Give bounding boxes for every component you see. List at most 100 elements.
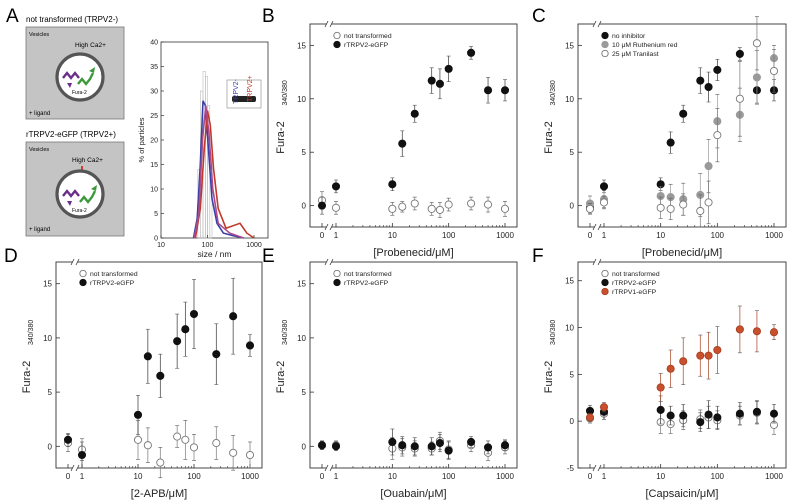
fura-2-molecule-top bbox=[62, 71, 80, 80]
x-tick-label: 10 bbox=[388, 472, 397, 481]
x-tick-label: 0 bbox=[588, 231, 593, 240]
x-tick-label: 1 bbox=[334, 231, 339, 240]
legend-marker bbox=[601, 287, 609, 296]
axis-break-mark bbox=[592, 223, 597, 231]
histogram-bar bbox=[205, 76, 208, 239]
data-point bbox=[679, 109, 688, 118]
vesicles-label-top: Vesicles bbox=[29, 32, 49, 38]
y-axis-title: % of particles bbox=[137, 117, 146, 162]
data-point bbox=[143, 352, 152, 361]
axis-break-gap bbox=[326, 20, 332, 28]
legend: not transformed rTRPV2-eGFP bbox=[333, 269, 392, 287]
axis-break-gap bbox=[594, 464, 600, 472]
x-tick-label: 10 bbox=[656, 472, 665, 481]
data-point bbox=[467, 437, 476, 447]
data-point bbox=[696, 418, 705, 427]
axis-break-gap bbox=[594, 20, 600, 28]
y-axis-subscript: 340/380 bbox=[282, 320, 289, 345]
axis-break-mark bbox=[70, 464, 75, 472]
y-tick-label: 0 bbox=[48, 442, 53, 451]
schematic-bottom-heading: rTRPV2-eGFP (TRPV2+) bbox=[26, 130, 116, 139]
y-tick-label: 25 bbox=[150, 113, 158, 120]
data-point bbox=[317, 201, 327, 210]
dye-label-top: Fura-2 bbox=[72, 90, 87, 96]
data-point bbox=[435, 439, 444, 448]
data-point bbox=[331, 182, 341, 191]
vesicles-label-bottom: Vesicles bbox=[29, 147, 49, 153]
legend-entry: not transformed bbox=[612, 271, 660, 278]
y-tick-label: 10 bbox=[565, 95, 574, 104]
data-point bbox=[63, 435, 73, 444]
green-arrow-icon-top bbox=[89, 67, 95, 73]
y-tick-label: 10 bbox=[43, 334, 52, 343]
y-tick-label: 0 bbox=[570, 417, 575, 426]
vesicle-bottom bbox=[55, 169, 105, 219]
gel-inset-box bbox=[226, 79, 262, 109]
y-axis-title: Fura-2 bbox=[275, 361, 287, 393]
x-tick-label: 1000 bbox=[496, 231, 514, 240]
x-tick-label: 100 bbox=[711, 231, 725, 240]
data-point bbox=[666, 411, 675, 420]
data-point bbox=[156, 371, 165, 380]
axis-break-mark bbox=[329, 223, 334, 231]
data-point bbox=[133, 435, 143, 444]
panel-label-f: F bbox=[532, 246, 544, 267]
x-axis-title: size / nm bbox=[197, 249, 231, 259]
y-tick-label: 20 bbox=[150, 138, 158, 145]
data-point bbox=[189, 443, 199, 452]
y-tick-label: 5 bbox=[48, 388, 53, 397]
axis-break-gap bbox=[594, 258, 600, 266]
data-point bbox=[599, 198, 609, 207]
y-tick-label: 0 bbox=[302, 202, 307, 211]
legend-marker bbox=[601, 49, 609, 58]
data-point bbox=[398, 202, 407, 211]
plot-frame bbox=[309, 23, 518, 228]
data-point bbox=[704, 351, 713, 360]
y-tick-label: 15 bbox=[565, 41, 574, 50]
y-axis-title: Fura-2 bbox=[543, 361, 555, 393]
legend-entry: rTRPV2-eGFP bbox=[344, 42, 389, 49]
y-axis-subscript: 340/380 bbox=[550, 80, 557, 105]
legend-entry: not transformed bbox=[90, 271, 138, 278]
data-point bbox=[427, 76, 436, 85]
data-point bbox=[143, 441, 152, 450]
ligand-label-top: + ligand bbox=[29, 111, 50, 117]
plot-frame bbox=[309, 261, 518, 469]
gel-band bbox=[232, 96, 256, 102]
data-point bbox=[679, 357, 688, 366]
data-point bbox=[752, 327, 761, 336]
axis-break-mark bbox=[324, 223, 329, 231]
y-tick-label: 5 bbox=[570, 148, 575, 157]
y-tick-label: 15 bbox=[565, 277, 574, 286]
data-point bbox=[696, 351, 705, 360]
axis-break-mark bbox=[329, 20, 334, 28]
data-point bbox=[483, 200, 493, 209]
ion-label-bottom: High Ca2+ bbox=[72, 157, 103, 164]
size-series-line-2 bbox=[193, 105, 244, 239]
size-distribution-chart: 0 5 10 15 20 25 30 35 40 10 100 1000 size / nm % of p… bbox=[137, 40, 269, 259]
data-point bbox=[679, 200, 688, 209]
panel-label-c: C bbox=[532, 6, 546, 27]
series-2 bbox=[585, 305, 779, 422]
panel-label-e: E bbox=[262, 246, 275, 267]
axis-break-mark bbox=[329, 464, 334, 472]
y-tick-label: 30 bbox=[150, 89, 158, 96]
axis-break-gap bbox=[326, 223, 332, 231]
data-point bbox=[388, 180, 397, 189]
data-point bbox=[398, 139, 407, 148]
axis-break-mark bbox=[592, 20, 597, 28]
legend-trpv2-plus: TRPV2+ bbox=[247, 75, 254, 102]
x-tick-label: 0 bbox=[66, 472, 71, 481]
x-tick-label: 100 bbox=[442, 472, 456, 481]
series-1 bbox=[585, 45, 779, 217]
series-1 bbox=[317, 428, 510, 460]
data-point bbox=[444, 200, 453, 209]
y-tick-label: 40 bbox=[150, 40, 158, 47]
data-point bbox=[656, 203, 665, 212]
data-point bbox=[483, 86, 493, 95]
y-tick-label: 10 bbox=[297, 334, 306, 343]
legend: not transformed rTRPV2-eGFP rTRPV1-eGFP bbox=[601, 269, 660, 296]
axis-break-mark bbox=[75, 464, 80, 472]
data-point bbox=[696, 206, 705, 216]
